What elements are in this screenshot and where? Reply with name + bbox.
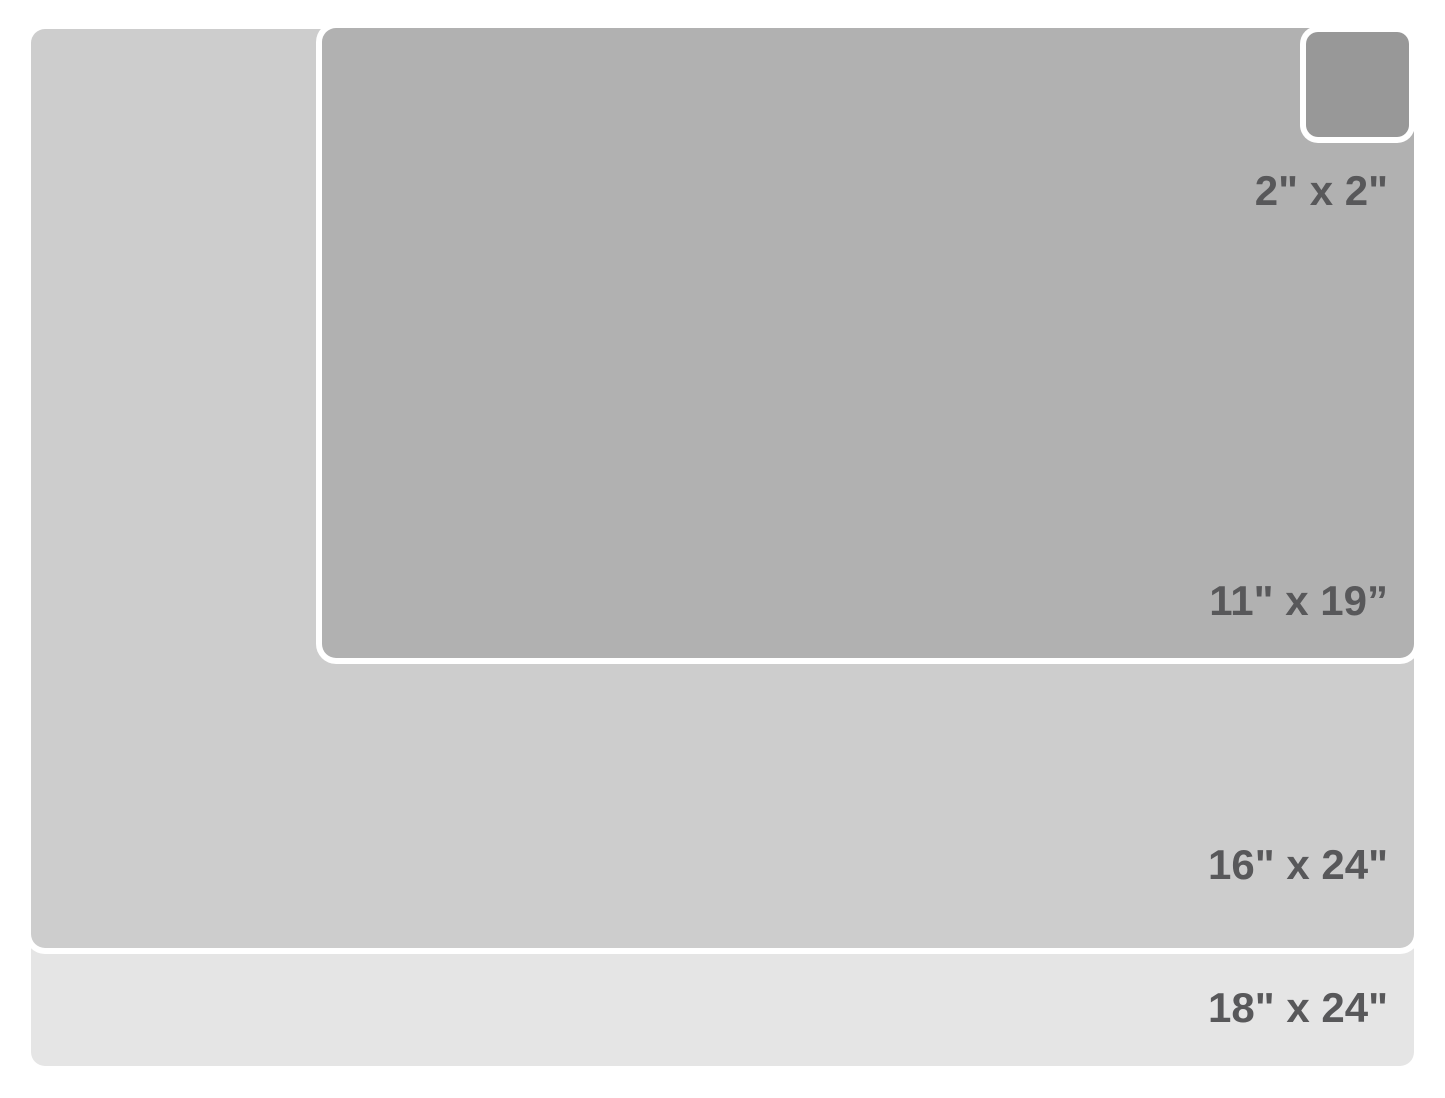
size-label-2x2: 2" x 2" <box>1254 167 1388 214</box>
size-label-16x24: 16" x 24" <box>1208 841 1388 888</box>
size-rect-11x19 <box>322 28 1414 658</box>
size-label-11x19: 11" x 19” <box>1209 577 1388 624</box>
size-rect-2x2 <box>1306 32 1409 137</box>
size-label-18x24: 18" x 24" <box>1208 984 1388 1031</box>
